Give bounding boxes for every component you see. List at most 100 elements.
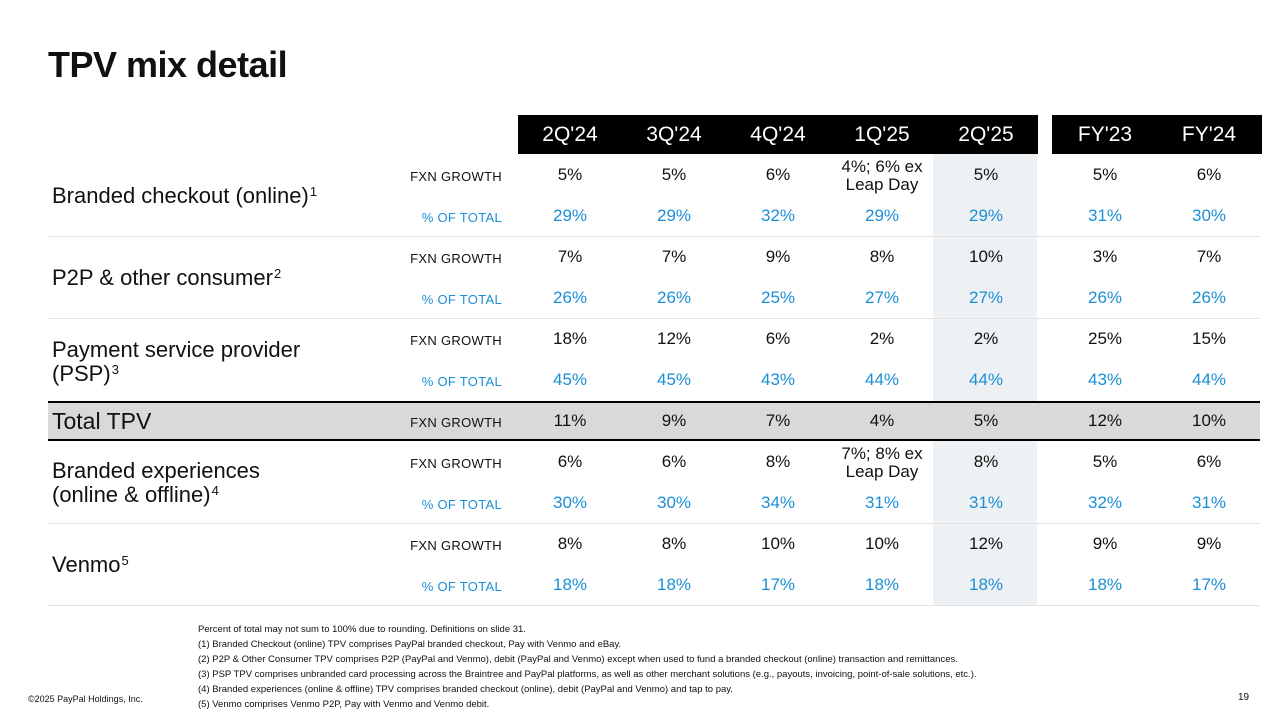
row-label: P2P & other consumer2 [52, 266, 281, 290]
fxn-growth-label: FXN GROWTH [410, 538, 502, 553]
footnote-ref: 3 [111, 362, 119, 377]
fxn-growth-value: 5% [1092, 452, 1118, 471]
row-label-text: Venmo [52, 552, 121, 577]
fxn-growth-value: 5% [661, 165, 687, 184]
fxn-growth-value: 7% [1196, 247, 1222, 266]
pct-of-total-value: 18% [864, 575, 900, 594]
footnote: Percent of total may not sum to 100% due… [198, 624, 526, 635]
row-label: Payment service provider (PSP)3 [52, 338, 300, 386]
pct-of-total-value: 31% [864, 493, 900, 512]
fxn-growth-value: 6% [557, 452, 583, 471]
pct-of-total-value: 27% [968, 288, 1004, 307]
pct-of-total-value: 44% [968, 370, 1004, 389]
fxn-growth-value: 12% [1087, 411, 1123, 430]
pct-of-total-value: 43% [1087, 370, 1123, 389]
pct-of-total-value: 29% [656, 206, 692, 225]
pct-of-total-value: 18% [656, 575, 692, 594]
fxn-growth-value: 11% [553, 411, 587, 430]
highlight-column [933, 154, 1037, 606]
pct-of-total-value: 18% [968, 575, 1004, 594]
fxn-growth-value: 12% [656, 329, 692, 348]
fxn-growth-value: 5% [973, 165, 999, 184]
pct-of-total-value: 44% [1191, 370, 1227, 389]
row-label-text: Branded experiences (online & offline) [52, 458, 260, 507]
column-header-4q24: 4Q'24 [726, 115, 830, 154]
pct-of-total-value: 43% [760, 370, 796, 389]
column-header-1q25: 1Q'25 [830, 115, 934, 154]
fxn-growth-value: 15% [1191, 329, 1227, 348]
row-divider [48, 318, 1260, 319]
pct-of-total-value: 31% [1191, 493, 1227, 512]
fxn-growth-value: 8% [557, 534, 583, 553]
row-label: Venmo5 [52, 553, 129, 577]
footnote: (5) Venmo comprises Venmo P2P, Pay with … [198, 699, 490, 710]
pct-of-total-value: 30% [656, 493, 692, 512]
fxn-growth-value: 9% [765, 247, 791, 266]
fxn-growth-value: 2% [973, 329, 999, 348]
pct-of-total-value: 45% [552, 370, 588, 389]
fxn-growth-value: 6% [765, 165, 791, 184]
pct-of-total-value: 31% [968, 493, 1004, 512]
fxn-growth-value: 7% [661, 247, 687, 266]
pct-of-total-value: 26% [552, 288, 588, 307]
fxn-growth-value: 10% [760, 534, 796, 553]
fxn-growth-value: 10% [968, 247, 1004, 266]
pct-of-total-value: 29% [864, 206, 900, 225]
fxn-growth-value: 8% [973, 452, 999, 471]
pct-of-total-label: % OF TOTAL [421, 374, 502, 389]
row-label: Branded checkout (online)1 [52, 184, 317, 208]
row-label: Total TPV [52, 409, 151, 433]
row-divider [48, 605, 1260, 606]
footnote-ref: 1 [309, 184, 318, 199]
fxn-growth-label: FXN GROWTH [410, 169, 502, 184]
footnote: (2) P2P & Other Consumer TPV comprises P… [198, 654, 958, 665]
fxn-growth-value: 9% [1196, 534, 1222, 553]
footnote-ref: 2 [273, 266, 282, 281]
fxn-growth-value: 5% [1092, 165, 1118, 184]
pct-of-total-value: 27% [864, 288, 900, 307]
fxn-growth-label: FXN GROWTH [410, 456, 502, 471]
fxn-growth-value: 10% [864, 534, 900, 553]
column-header-fy23: FY'23 [1053, 115, 1157, 154]
footnote-ref: 5 [121, 553, 129, 568]
row-divider [48, 236, 1260, 237]
pct-of-total-label: % OF TOTAL [421, 210, 502, 225]
page-number: 19 [1238, 692, 1250, 703]
fxn-growth-value: 4% [869, 411, 895, 430]
pct-of-total-label: % OF TOTAL [421, 497, 502, 512]
footnote: (1) Branded Checkout (online) TPV compri… [198, 639, 622, 650]
pct-of-total-value: 25% [760, 288, 796, 307]
fxn-growth-value: 5% [973, 411, 999, 430]
pct-of-total-value: 45% [656, 370, 692, 389]
fxn-growth-value: 9% [661, 411, 687, 430]
page-title: TPV mix detail [48, 44, 288, 85]
pct-of-total-value: 17% [760, 575, 796, 594]
pct-of-total-value: 26% [1191, 288, 1227, 307]
column-header-fy24: FY'24 [1157, 115, 1261, 154]
column-header-2q24: 2Q'24 [518, 115, 622, 154]
footnotes: Percent of total may not sum to 100% due… [198, 622, 977, 712]
row-label-text: P2P & other consumer [52, 265, 273, 290]
fxn-growth-value: 6% [765, 329, 791, 348]
copyright: ©2025 PayPal Holdings, Inc. [28, 694, 143, 704]
pct-of-total-value: 18% [552, 575, 588, 594]
fxn-growth-value: 5% [557, 165, 583, 184]
pct-of-total-value: 31% [1087, 206, 1123, 225]
pct-of-total-value: 29% [968, 206, 1004, 225]
fxn-growth-value: 4%; 6% ex Leap Day [841, 157, 923, 194]
fxn-growth-value: 7% [765, 411, 791, 430]
pct-of-total-label: % OF TOTAL [421, 579, 502, 594]
pct-of-total-value: 26% [1087, 288, 1123, 307]
pct-of-total-value: 30% [1191, 206, 1227, 225]
fxn-growth-value: 18% [552, 329, 588, 348]
fxn-growth-label: FXN GROWTH [410, 415, 502, 430]
fxn-growth-value: 2% [869, 329, 895, 348]
pct-of-total-value: 32% [760, 206, 796, 225]
pct-of-total-value: 30% [552, 493, 588, 512]
pct-of-total-value: 44% [864, 370, 900, 389]
footnote: (4) Branded experiences (online & offlin… [198, 684, 733, 695]
column-header-2q25: 2Q'25 [934, 115, 1038, 154]
fxn-growth-label: FXN GROWTH [410, 251, 502, 266]
fxn-growth-value: 9% [1092, 534, 1118, 553]
pct-of-total-value: 32% [1087, 493, 1123, 512]
